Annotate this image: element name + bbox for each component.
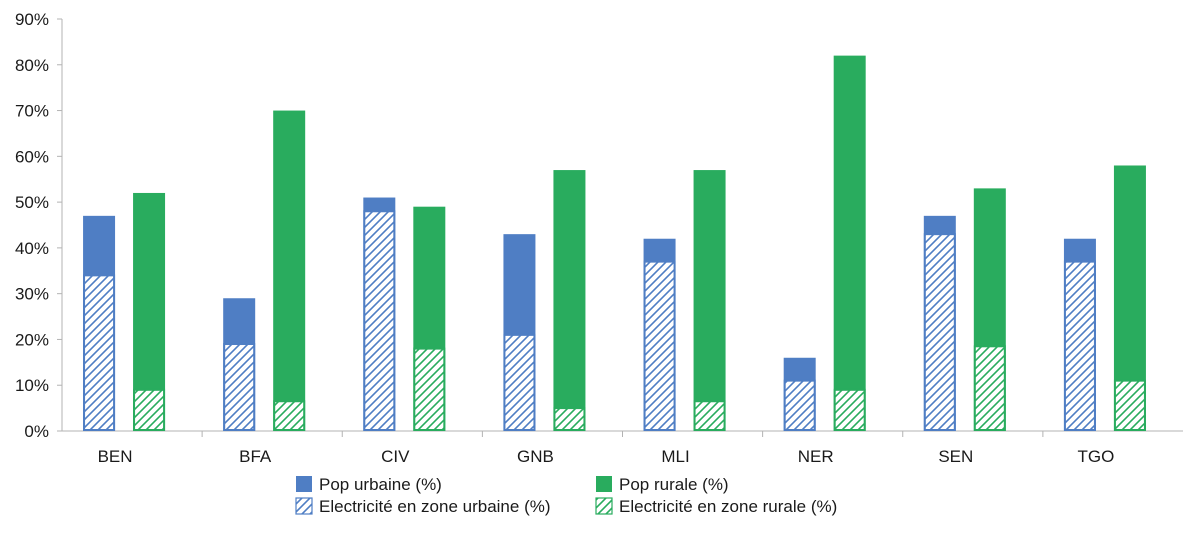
bar-elec-urbaine: [83, 274, 116, 431]
legend: Pop urbaine (%) Electricité en zone urbai…: [295, 475, 837, 516]
x-tick-label: CIV: [381, 447, 410, 466]
y-tick-label: 20%: [15, 330, 49, 349]
x-tick-label: SEN: [938, 447, 973, 466]
bar-elec-rurale: [133, 388, 166, 431]
bar-elec-rurale: [413, 347, 446, 432]
y-tick-label: 10%: [15, 376, 49, 395]
bar-elec-urbaine: [503, 333, 536, 431]
bar-pop-rurale: [273, 110, 306, 432]
tick-labels: 0% 10% 20% 30% 40% 50% 60% 70% 80% 90% BEN BFA CIV GN…: [15, 10, 1114, 466]
bar-elec-urbaine: [223, 343, 256, 431]
y-tick-label: 90%: [15, 10, 49, 29]
legend-elec-rurale-swatch: [595, 497, 613, 515]
bar-pop-rurale: [693, 170, 726, 432]
bar-pop-rurale: [553, 170, 586, 432]
x-tick-label: BEN: [98, 447, 133, 466]
bar-elec-urbaine: [1063, 260, 1096, 431]
x-tick-label: GNB: [517, 447, 554, 466]
x-tick-label: MLI: [661, 447, 689, 466]
legend-pop-urbaine-swatch: [296, 476, 312, 492]
legend-elec-rurale-label: Electricité en zone rurale (%): [619, 497, 837, 516]
y-tick-label: 80%: [15, 56, 49, 75]
bar-elec-rurale: [693, 400, 726, 432]
y-tick-label: 70%: [15, 102, 49, 121]
bars: [83, 55, 1146, 432]
x-tick-label: NER: [798, 447, 834, 466]
x-tick-label: BFA: [239, 447, 272, 466]
legend-elec-urbaine-label: Electricité en zone urbaine (%): [319, 497, 551, 516]
legend-pop-rurale-label: Pop rurale (%): [619, 475, 729, 494]
y-tick-label: 60%: [15, 147, 49, 166]
bar-elec-rurale: [1113, 379, 1146, 431]
legend-pop-rurale-swatch: [596, 476, 612, 492]
bar-elec-rurale: [833, 388, 866, 431]
legend-pop-urbaine-label: Pop urbaine (%): [319, 475, 442, 494]
y-tick-label: 40%: [15, 239, 49, 258]
bar-elec-urbaine: [643, 260, 676, 431]
bar-elec-urbaine: [923, 233, 956, 431]
bar-elec-urbaine: [783, 379, 816, 431]
y-tick-label: 30%: [15, 285, 49, 304]
y-tick-label: 0%: [24, 422, 49, 441]
bar-elec-rurale: [273, 400, 306, 432]
bar-elec-urbaine: [363, 210, 396, 431]
legend-elec-urbaine-swatch: [295, 497, 313, 515]
x-tick-label: TGO: [1078, 447, 1115, 466]
bar-elec-rurale: [553, 407, 586, 432]
y-tick-label: 50%: [15, 193, 49, 212]
bar-elec-rurale: [973, 345, 1006, 431]
bar-pop-rurale: [833, 55, 866, 431]
